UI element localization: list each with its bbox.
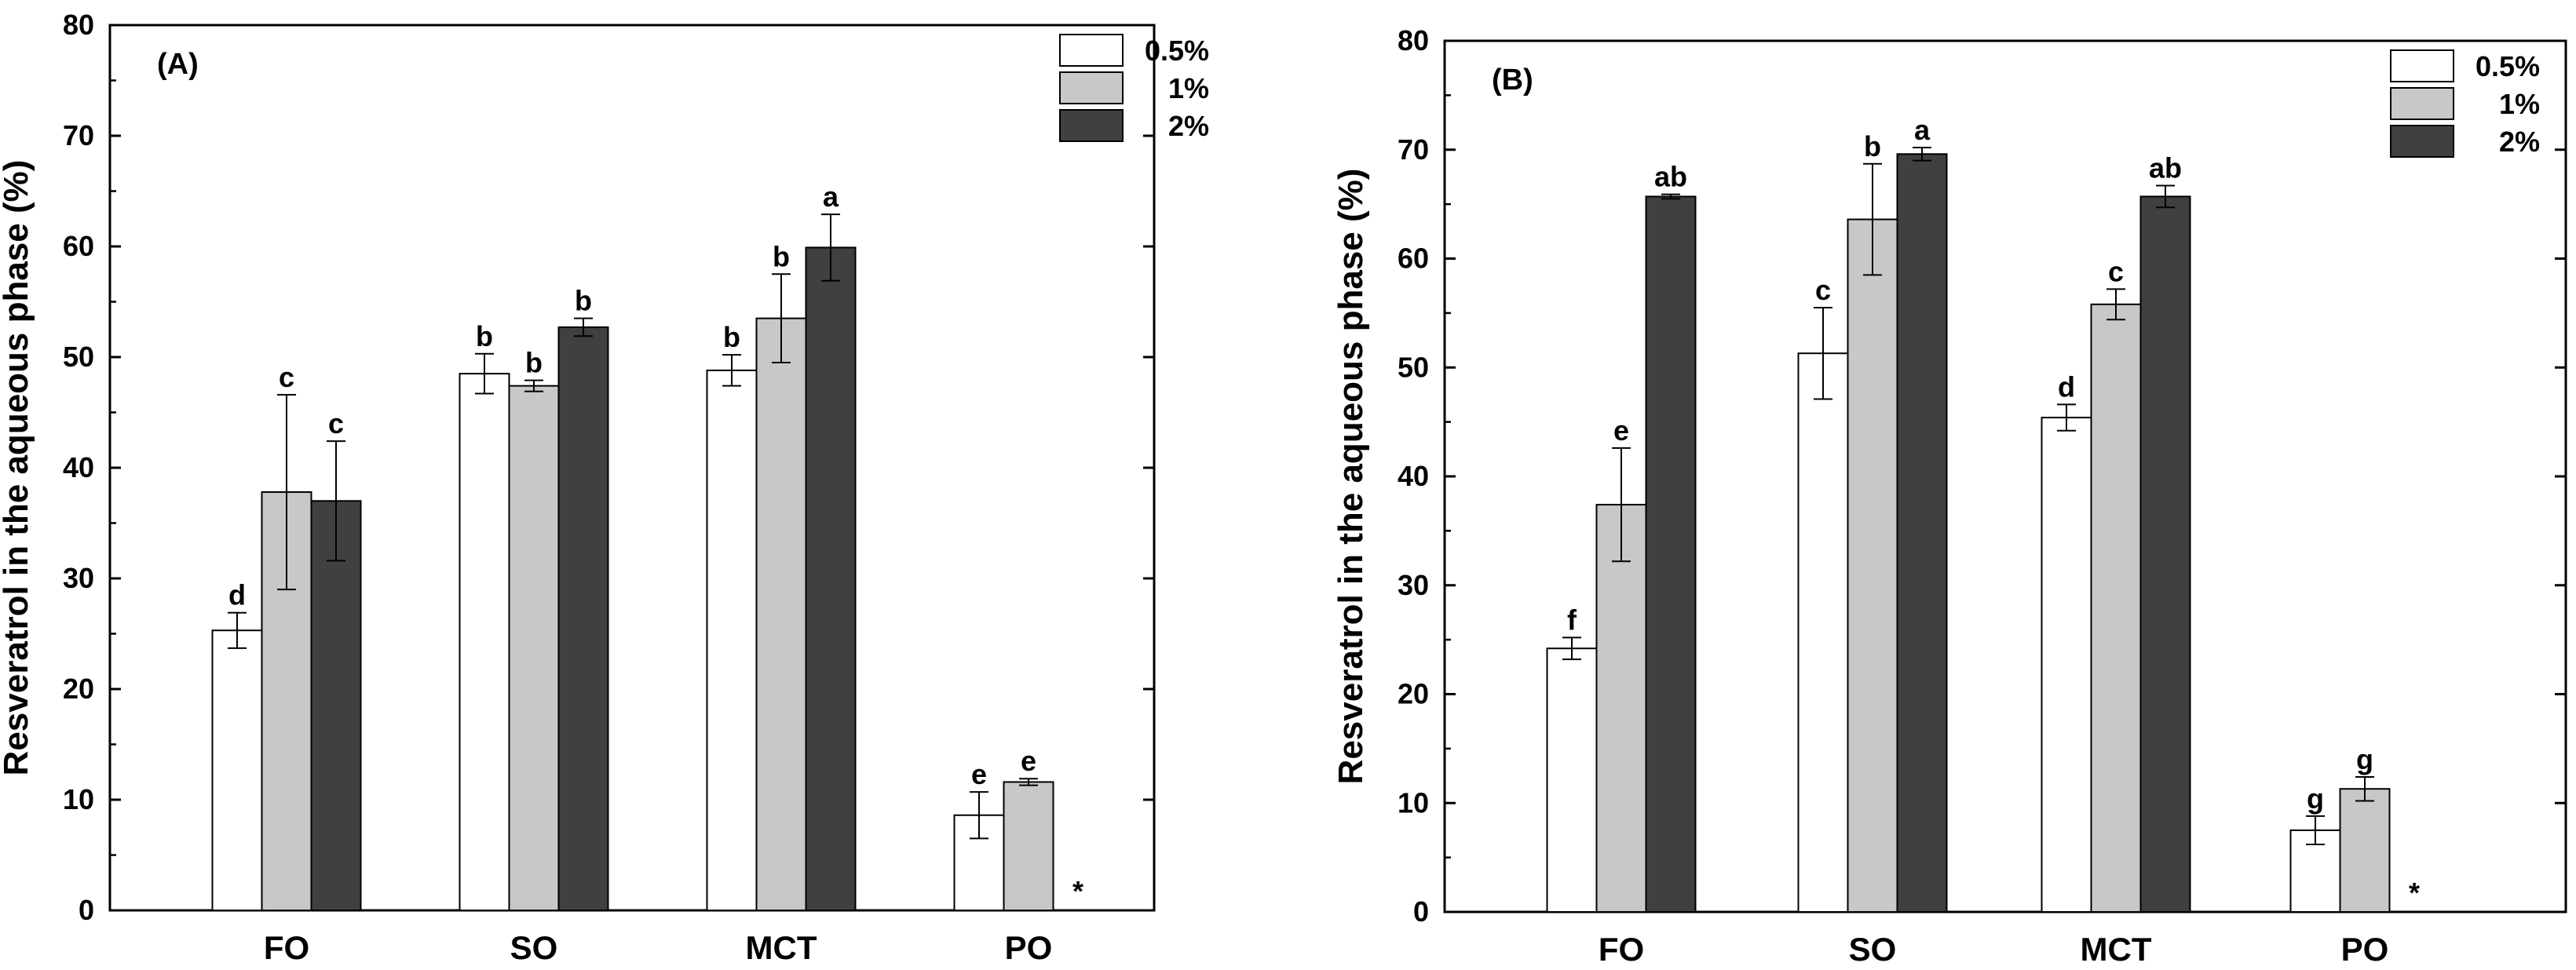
legend-label: 1% (2499, 88, 2540, 120)
significance-letter: a (1914, 114, 1931, 146)
y-tick-label: 30 (1398, 569, 1429, 601)
bar (310, 500, 362, 911)
y-tick-label: 10 (1398, 786, 1429, 819)
bar (1847, 218, 1898, 913)
not-determined-marker: * (2409, 877, 2420, 909)
bar (557, 326, 609, 911)
bar (211, 629, 263, 912)
bar (2090, 303, 2142, 913)
significance-letter: c (2108, 255, 2124, 287)
y-tick-label: 40 (63, 451, 94, 483)
y-tick-label: 80 (63, 9, 94, 41)
significance-letter: b (773, 240, 790, 272)
significance-letter: f (1567, 604, 1577, 636)
x-tick-label: SO (510, 929, 558, 966)
bar (1546, 647, 1598, 913)
x-tick-label: MCT (746, 929, 817, 966)
panel-label: (A) (157, 48, 199, 81)
y-tick-label: 60 (63, 230, 94, 262)
significance-letter: c (279, 361, 294, 393)
y-tick-label: 70 (1398, 133, 1429, 166)
legend-swatch (1059, 71, 1124, 104)
bar (508, 385, 560, 912)
y-axis-label: Resveratrol in the aqueous phase (%) (1332, 169, 1370, 785)
bar (1896, 153, 1948, 913)
significance-letter: e (1613, 414, 1629, 447)
y-tick-label: 40 (1398, 460, 1429, 492)
legend-swatch (1059, 109, 1124, 142)
legend-swatch (2390, 87, 2454, 120)
legend-label: 0.5% (1145, 35, 1209, 67)
bar (706, 369, 758, 912)
significance-letter: g (2307, 782, 2324, 815)
significance-letter: a (823, 181, 839, 213)
significance-letter: e (971, 758, 987, 790)
legend-label: 2% (2499, 126, 2540, 158)
y-tick-label: 0 (79, 894, 94, 926)
significance-letter: b (525, 347, 543, 379)
legend-swatch (2390, 125, 2454, 158)
legend-swatch (1059, 34, 1124, 67)
y-axis-label: Resveratrol in the aqueous phase (%) (0, 160, 35, 776)
legend-label: 1% (1168, 72, 1209, 104)
bar (1645, 195, 1697, 913)
bar (755, 317, 807, 911)
significance-letter: ab (2149, 152, 2182, 184)
x-tick-label: SO (1849, 931, 1897, 968)
y-tick-label: 30 (63, 562, 94, 594)
significance-letter: c (1815, 274, 1831, 306)
significance-letter: c (328, 407, 344, 439)
x-tick-label: FO (1599, 931, 1644, 968)
panel-label: (B) (1492, 64, 1533, 97)
legend-label: 2% (1168, 110, 1209, 142)
significance-letter: g (2356, 743, 2373, 775)
legend-label: 0.5% (2476, 50, 2540, 82)
significance-letter: d (2058, 370, 2075, 403)
bar (1797, 352, 1849, 913)
bar (1003, 781, 1054, 911)
x-tick-label: FO (264, 929, 309, 966)
significance-letter: ab (1654, 161, 1687, 193)
chart-panel-1: 0 10 20 30 40 50 60 70 80 Resveratrol in the aque… (1332, 24, 2567, 968)
significance-letter: b (575, 285, 592, 317)
y-tick-label: 50 (63, 341, 94, 373)
bar (2041, 417, 2092, 913)
significance-letter: b (723, 321, 740, 353)
y-tick-label: 80 (1398, 24, 1429, 57)
y-tick-label: 20 (1398, 678, 1429, 710)
bar (459, 373, 510, 911)
bar (2139, 195, 2191, 913)
y-tick-label: 60 (1398, 242, 1429, 275)
bar (1595, 504, 1647, 913)
x-tick-label: MCT (2081, 931, 2152, 968)
y-tick-label: 20 (63, 673, 94, 705)
significance-letter: e (1021, 745, 1036, 777)
not-determined-marker: * (1072, 875, 1083, 907)
bar (805, 246, 857, 912)
chart-panel-0: 0 10 20 30 40 50 60 70 80 Resveratrol in the aque… (0, 9, 1209, 966)
y-tick-label: 50 (1398, 351, 1429, 383)
y-tick-label: 0 (1413, 895, 1429, 928)
y-tick-label: 70 (63, 119, 94, 151)
x-tick-label: PO (1005, 929, 1053, 966)
significance-letter: b (1864, 130, 1881, 162)
legend-swatch (2390, 49, 2454, 82)
bar (2339, 788, 2391, 913)
x-tick-label: PO (2341, 931, 2389, 968)
significance-letter: d (228, 579, 246, 611)
significance-letter: b (476, 320, 493, 352)
y-tick-label: 10 (63, 783, 94, 815)
